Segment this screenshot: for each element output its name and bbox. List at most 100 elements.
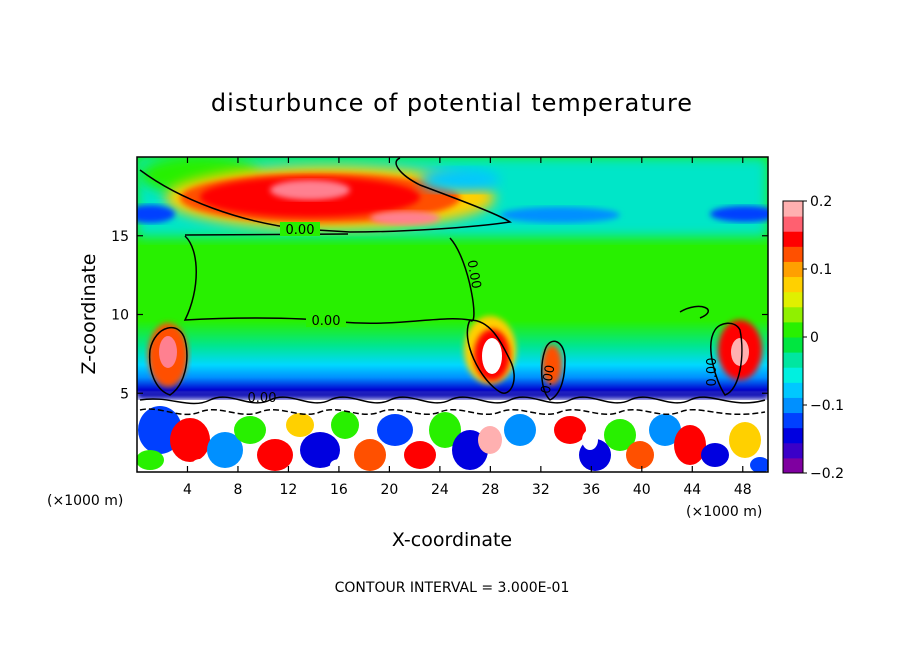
x-tick-label: 44 [683,482,701,498]
contour-zero-left-plume [148,326,188,396]
blob [701,443,729,467]
blob [429,412,461,448]
blob [554,416,586,444]
x-tick-label: 8 [233,482,242,498]
contour-zero-33-plume [540,340,566,401]
contour-label: 0.00 [312,314,341,329]
contour-label: 0.00 [248,391,277,406]
colorbar-swatch [783,216,803,232]
contour-wave [139,396,766,405]
y-axis-label: Z-coordinate [78,254,100,375]
blob [257,439,293,471]
x-axis: 4 8 12 16 20 24 28 32 36 40 44 48 [183,157,752,498]
turbulent-layer [137,406,768,472]
x-tick-label: 4 [183,482,192,498]
plume-33 [542,345,562,385]
warm-anomaly-peak2 [370,211,440,225]
blob [504,414,536,446]
cold-band-left [137,205,175,223]
blob [582,430,598,450]
blob [137,450,164,470]
colorbar-swatch [783,261,803,278]
contour-labels: 0.00 0.00 0.00 0.00 0.00 0.00 [248,222,720,406]
colorbar-swatch [783,321,803,338]
cyan-patch [420,168,500,192]
contour-zero-right-plume [710,322,743,396]
blob [478,426,502,454]
y-axis: 5 10 15 [111,229,768,402]
x-tick-label: 36 [582,482,600,498]
colorbar-swatch [783,442,803,459]
y-tick-label: 10 [111,308,129,324]
colorbar-swatch [783,201,803,217]
colorbar-swatch [783,276,803,293]
blob [286,413,314,437]
blob [207,432,243,468]
x-tick-label: 48 [734,482,752,498]
colorbar: 0.2 0.1 0 −0.1 −0.2 [782,194,844,482]
blob [330,459,350,471]
colorbar-swatch [783,412,803,429]
plume-left-core [159,336,177,368]
upper-structures [137,157,768,237]
colorbar-swatch [783,246,803,262]
y-tick-label: 5 [120,386,129,402]
x-tick-label: 28 [481,482,499,498]
cold-band-mid [500,207,620,223]
x-unit-left: (×1000 m) [47,493,123,509]
colorbar-swatch [783,382,803,398]
colorbar-tick-label: 0 [810,330,819,346]
colorbar-swatch [783,306,803,323]
contour-label: 0.00 [705,358,720,387]
blob [626,441,654,469]
x-tick-label: 12 [280,482,298,498]
contour-zero-right [679,305,709,319]
blob [674,425,706,465]
colorbar-tick-label: 0.2 [810,194,832,210]
colorbar-swatch [783,427,803,444]
x-tick-label: 16 [330,482,348,498]
x-tick-label: 32 [532,482,550,498]
colorbar-swatch [783,291,803,308]
cold-band-right [710,206,768,222]
blob [234,416,266,444]
contour-label: 0.00 [286,223,315,238]
blob [729,422,761,458]
colorbar-swatch [783,231,803,247]
y-tick-label: 15 [111,229,129,245]
contour-label: 0.00 [464,259,484,290]
blob [649,414,681,446]
blob [377,414,413,446]
colorbar-swatch [783,397,803,414]
inversion-layer [137,391,768,399]
contour-wave-2 [139,408,766,416]
warm-anomaly-peak [270,180,350,200]
contour-zero-plume-28 [466,319,515,394]
blob [192,459,208,471]
colorbar-tick-label: −0.1 [810,398,844,414]
plot-area [137,157,768,472]
colorbar-swatch [783,367,803,383]
contour-label-bg [306,313,346,327]
blob [604,419,636,451]
blob [404,441,436,469]
x-unit-right: (×1000 m) [686,504,762,520]
x-axis-label: X-coordinate [392,529,512,551]
blob [300,432,340,468]
contour-interval-note: CONTOUR INTERVAL = 3.000E-01 [335,580,570,596]
blob [750,457,768,472]
contour-label-bg [280,222,320,236]
contour-zero-line-15 [184,233,349,236]
plume-28-core [482,338,502,374]
contour-zero-upper [139,157,512,233]
colorbar-swatch [783,457,803,474]
plume-right-core [731,338,749,366]
x-tick-label: 40 [633,482,651,498]
contour-label: 0.00 [539,364,559,395]
blob [527,439,563,471]
colorbar-swatch [783,352,803,368]
blob [354,439,386,471]
chart-title: disturbunce of potential temperature [211,89,693,117]
colorbar-tick-label: −0.2 [810,466,844,482]
